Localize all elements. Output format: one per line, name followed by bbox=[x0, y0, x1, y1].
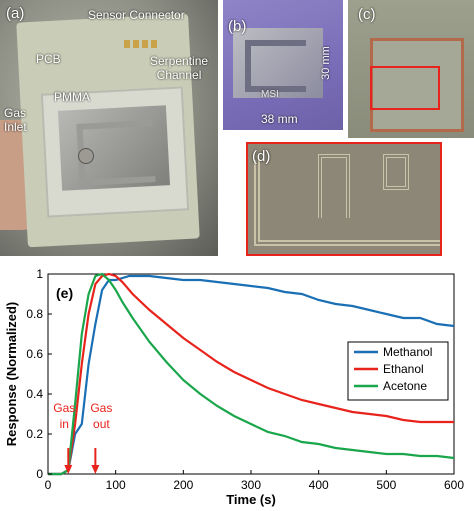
gas-out-label: out bbox=[93, 417, 110, 431]
gas-in-label: Gas bbox=[53, 401, 75, 415]
plate-serpentine bbox=[245, 40, 306, 92]
series-layer bbox=[48, 272, 455, 476]
ticks-layer: 0 100 200 300 400 500 600 0 0.2 0.4 0.6 0.8 1 bbox=[26, 267, 464, 492]
gas-inlet-dot bbox=[78, 148, 94, 164]
gas-in-arrow-head bbox=[64, 465, 73, 474]
x-tick-label: 500 bbox=[376, 478, 396, 492]
legend-label-methanol: Methanol bbox=[383, 345, 432, 359]
dimension-width: 38 mm bbox=[261, 112, 298, 126]
x-tick-label: 600 bbox=[444, 478, 464, 492]
gas-out-label: Gas bbox=[90, 401, 112, 415]
series-line-methanol bbox=[48, 274, 455, 476]
photo-sensor-plate: (b) 30 mm 38 mm MSI bbox=[223, 0, 343, 130]
photo-coil-zoom: (d) bbox=[246, 142, 442, 256]
panel-label-b: (b) bbox=[228, 18, 247, 35]
highlight-box bbox=[370, 66, 440, 110]
y-axis-label: Response (Normalized) bbox=[4, 302, 19, 446]
panel-label-e: (e) bbox=[56, 285, 73, 301]
plate-stamp: MSI bbox=[261, 89, 279, 100]
y-tick-label: 1 bbox=[36, 267, 43, 281]
x-tick-label: 0 bbox=[45, 478, 52, 492]
coil-inner bbox=[318, 154, 350, 218]
coil-right bbox=[383, 154, 409, 190]
connector-pins bbox=[124, 40, 158, 48]
series-line-ethanol bbox=[48, 272, 454, 476]
legend-label-ethanol: Ethanol bbox=[383, 362, 424, 376]
x-axis-label: Time (s) bbox=[226, 492, 276, 507]
label-gas-inlet: Gas Inlet bbox=[4, 106, 27, 134]
x-tick-label: 200 bbox=[173, 478, 193, 492]
x-tick-label: 400 bbox=[309, 478, 329, 492]
legend-label-acetone: Acetone bbox=[383, 379, 427, 393]
series-line-acetone bbox=[48, 272, 455, 476]
label-serpentine-channel: Serpentine Channel bbox=[150, 54, 209, 82]
y-tick-label: 0.2 bbox=[26, 427, 43, 441]
y-tick-label: 0 bbox=[36, 467, 43, 481]
response-chart: 0 100 200 300 400 500 600 0 0.2 0.4 0.6 0.8 1 Time (… bbox=[4, 267, 464, 507]
photo-pcb-coils: (c) bbox=[348, 0, 474, 138]
y-tick-label: 0.8 bbox=[26, 307, 43, 321]
dimension-height: 30 mm bbox=[319, 46, 332, 80]
gas-annotations: Gas in Gas out bbox=[53, 401, 112, 474]
label-pcb: PCB bbox=[36, 52, 61, 66]
legend: Methanol Ethanol Acetone bbox=[347, 341, 449, 401]
panel-label-a: (a) bbox=[6, 5, 25, 22]
label-pmma: PMMA bbox=[54, 90, 90, 104]
y-tick-label: 0.6 bbox=[26, 347, 43, 361]
x-tick-label: 300 bbox=[241, 478, 261, 492]
coil-traces bbox=[254, 160, 440, 246]
panel-label-d: (d) bbox=[252, 148, 271, 165]
photo-device-hand: (a) Sensor Connector PCB Serpentine Chan… bbox=[0, 0, 218, 256]
x-tick-label: 100 bbox=[106, 478, 126, 492]
panel-label-c: (c) bbox=[358, 6, 376, 23]
label-sensor-connector: Sensor Connector bbox=[88, 8, 185, 22]
gas-in-label: in bbox=[60, 417, 69, 431]
y-tick-label: 0.4 bbox=[26, 387, 43, 401]
gas-out-arrow-head bbox=[91, 465, 100, 474]
